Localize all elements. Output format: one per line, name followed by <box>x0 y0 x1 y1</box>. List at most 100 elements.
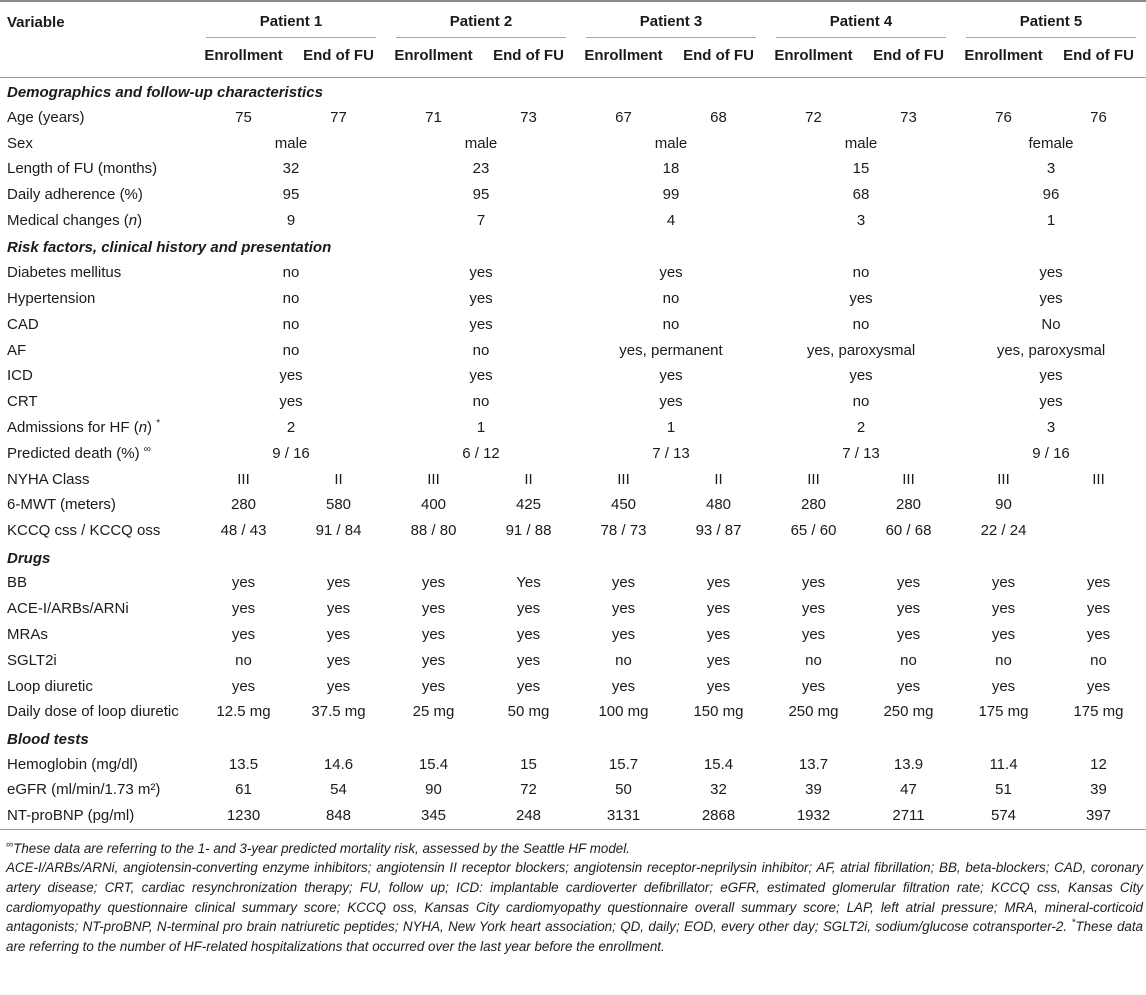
enrollment-header: Enrollment <box>964 47 1043 64</box>
value-cell: yes, permanent <box>619 341 723 359</box>
value-cell: no <box>282 315 300 333</box>
value-cell: 68 <box>710 108 727 126</box>
value-cell: yes <box>611 600 636 618</box>
footnote-predicted-death: ∞These data are referring to the 1- and … <box>6 839 630 856</box>
value-cell: male <box>654 134 688 152</box>
value-cell: 78 / 73 <box>600 522 647 540</box>
value-cell: yes <box>659 393 683 411</box>
subcolumns-row: Enrollment End of FU Enrollment End of FU En… <box>0 38 1146 78</box>
value-cell: 54 <box>330 781 347 799</box>
value-cell: 3 <box>1046 160 1056 178</box>
value-cell: yes <box>326 625 351 643</box>
value-cell: no <box>472 393 490 411</box>
value-cell: 95 <box>472 186 490 204</box>
value-cell: 39 <box>1090 781 1107 799</box>
value-cell: 1230 <box>226 807 261 825</box>
value-cell: 425 <box>515 496 542 514</box>
value-cell: male <box>844 134 878 152</box>
value-cell: 3 <box>856 212 866 230</box>
value-cell: 2 <box>286 418 296 436</box>
table-row: NT-proBNP (pg/ml) 1230 848 345 248 3131 2868 19… <box>0 803 1146 829</box>
table-row: MRAs yes yes yes yes yes yes yes yes yes yes <box>0 622 1146 648</box>
value-cell: yes <box>611 677 636 695</box>
value-cell: yes <box>326 651 351 669</box>
value-cell: 2711 <box>892 807 925 825</box>
row-label: Length of FU (months) <box>7 160 158 178</box>
value-cell: yes <box>516 625 541 643</box>
row-label: CAD <box>7 315 39 333</box>
section-row: Demographics and follow-up characteristi… <box>0 78 1146 105</box>
row-label: KCCQ css / KCCQ oss <box>7 522 161 540</box>
value-cell: 77 <box>330 108 347 126</box>
value-cell: yes <box>849 290 873 308</box>
value-cell: no <box>1090 651 1107 669</box>
table-row: AF no no yes, permanent yes, paroxysmal yes, … <box>0 337 1146 363</box>
enrollment-header: Enrollment <box>204 47 283 64</box>
end-of-fu-header: End of FU <box>873 47 944 64</box>
row-label: Daily adherence (%) <box>7 186 143 204</box>
table-row: BB yes yes yes Yes yes yes yes yes yes yes <box>0 570 1146 596</box>
table-row: Loop diuretic yes yes yes yes yes yes yes yes yes… <box>0 673 1146 699</box>
value-cell: yes <box>896 625 921 643</box>
value-cell: III <box>902 470 915 488</box>
value-cell: 12 <box>1090 755 1107 773</box>
value-cell: yes <box>469 315 493 333</box>
row-label: Loop diuretic <box>7 677 93 695</box>
value-cell: yes <box>326 677 351 695</box>
value-cell: yes <box>231 677 256 695</box>
value-cell: 48 / 43 <box>220 522 267 540</box>
row-label: eGFR (ml/min/1.73 m²) <box>7 781 161 799</box>
row-label: Hemoglobin (mg/dl) <box>7 755 138 773</box>
end-of-fu-header: End of FU <box>1063 47 1134 64</box>
section-row: Blood tests <box>0 725 1146 752</box>
value-cell: 15 <box>520 755 537 773</box>
value-cell: yes <box>611 625 636 643</box>
value-cell: No <box>1041 315 1061 333</box>
enrollment-header: Enrollment <box>774 47 853 64</box>
value-cell: yes <box>231 600 256 618</box>
value-cell: 3131 <box>606 807 641 825</box>
enrollment-header: Enrollment <box>584 47 663 64</box>
value-cell: male <box>464 134 498 152</box>
table-row: Diabetes mellitus no yes yes no yes <box>0 260 1146 286</box>
row-label: CRT <box>7 393 38 411</box>
value-cell: yes <box>801 625 826 643</box>
value-cell: 37.5 mg <box>311 703 366 721</box>
value-cell: no <box>852 393 870 411</box>
value-cell: 280 <box>895 496 922 514</box>
value-cell: no <box>662 315 680 333</box>
value-cell: III <box>997 470 1010 488</box>
value-cell: II <box>524 470 533 488</box>
table-row: Daily dose of loop diuretic 12.5 mg 37.5 m… <box>0 699 1146 725</box>
section-row: Risk factors, clinical history and prese… <box>0 233 1146 260</box>
value-cell: II <box>334 470 343 488</box>
value-cell: yes <box>801 600 826 618</box>
row-label: AF <box>7 341 27 359</box>
value-cell: 71 <box>425 108 442 126</box>
value-cell: yes <box>849 367 873 385</box>
value-cell: 73 <box>900 108 917 126</box>
value-cell: yes <box>516 677 541 695</box>
table-row: ICD yes yes yes yes yes <box>0 363 1146 389</box>
table-row: Hypertension no yes no yes yes <box>0 286 1146 312</box>
value-cell: yes, paroxysmal <box>996 341 1106 359</box>
value-cell: 91 / 84 <box>315 522 362 540</box>
value-cell: yes <box>1086 625 1111 643</box>
value-cell: 9 / 16 <box>272 444 310 462</box>
value-cell: 99 <box>662 186 680 204</box>
value-cell: yes <box>659 367 683 385</box>
value-cell: 2 <box>856 418 866 436</box>
footnote-abbreviations: ACE-I/ARBs/ARNi, angiotensin-converting … <box>6 860 1143 955</box>
value-cell: yes <box>611 574 636 592</box>
value-cell: yes <box>706 625 731 643</box>
value-cell: yes <box>896 574 921 592</box>
value-cell: yes <box>421 600 446 618</box>
value-cell: yes <box>1039 264 1063 282</box>
value-cell: 13.5 <box>228 755 259 773</box>
value-cell: no <box>995 651 1012 669</box>
value-cell: yes <box>516 600 541 618</box>
patient-header-2: Patient 2 <box>386 1 576 38</box>
value-cell: 73 <box>520 108 537 126</box>
row-label: NT-proBNP (pg/ml) <box>7 807 135 825</box>
value-cell: 11.4 <box>989 755 1018 773</box>
